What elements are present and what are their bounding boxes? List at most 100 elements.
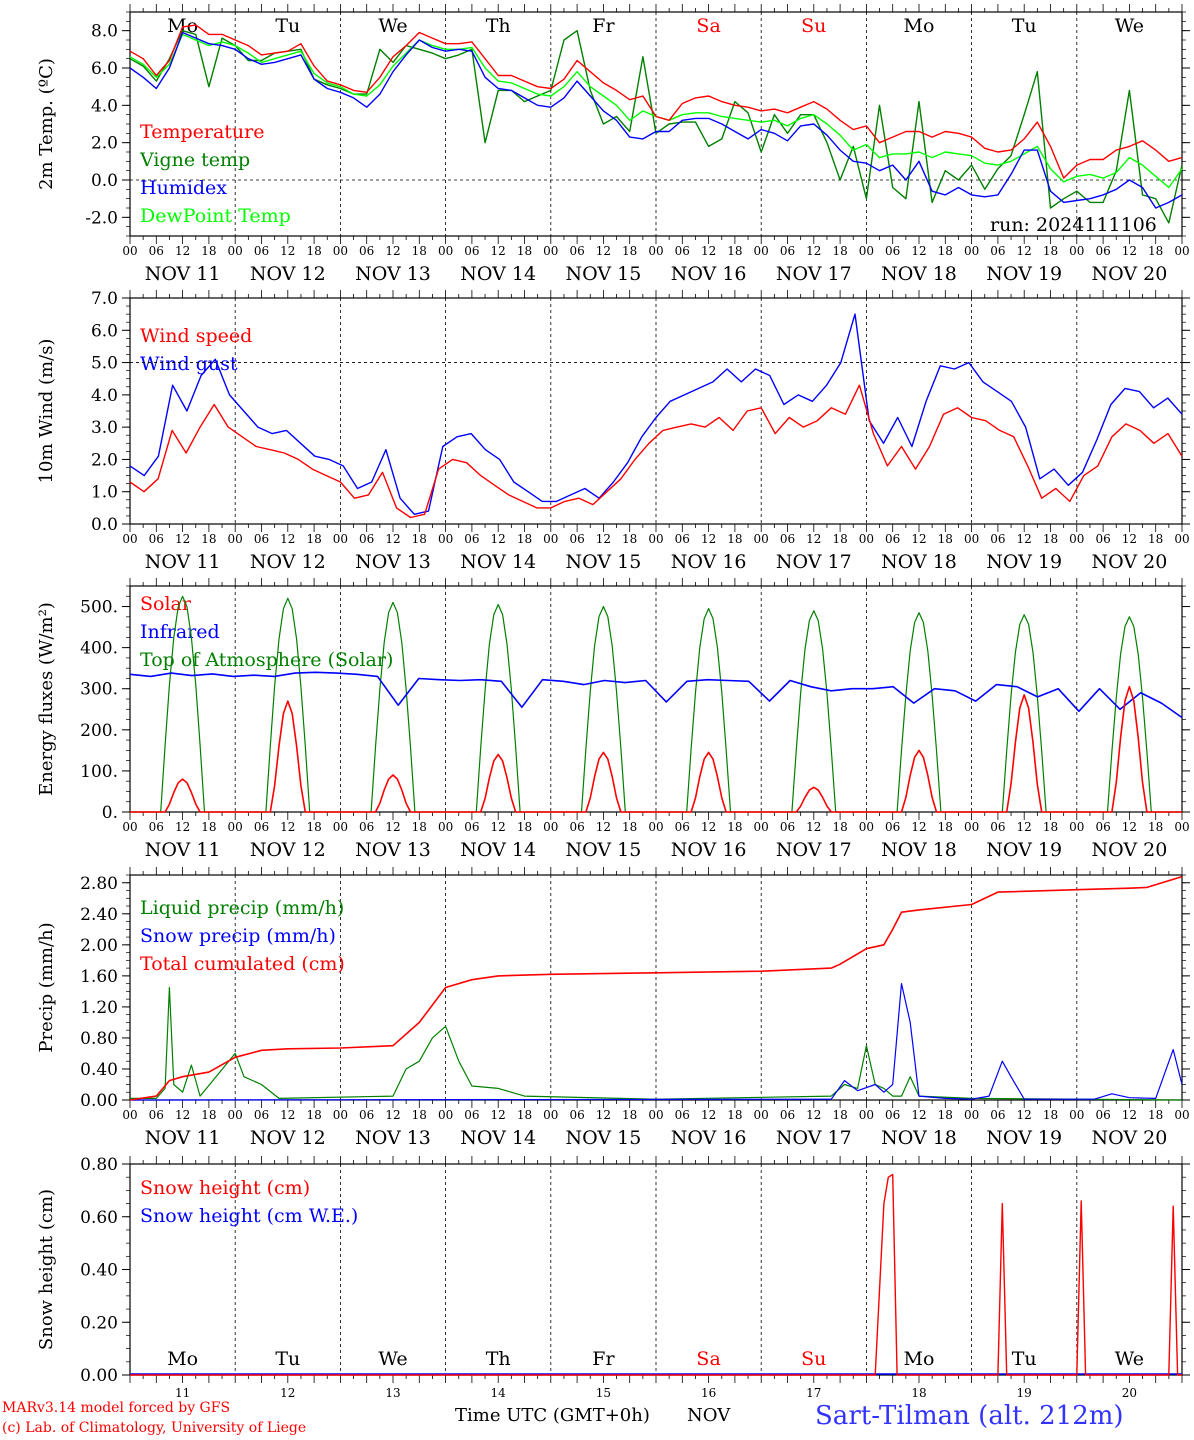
hour-tick-label: 18	[517, 532, 532, 546]
y-tick-label: 5.0	[91, 354, 118, 374]
hour-tick-label: 12	[1017, 1108, 1032, 1122]
hour-tick-label: 00	[1069, 820, 1084, 834]
y-tick-label: 1.60	[80, 967, 118, 987]
y-tick-label: 2.40	[80, 905, 118, 925]
series-temperature	[129, 24, 1183, 179]
hour-tick-label: 12	[1017, 820, 1032, 834]
hour-tick-label: 06	[149, 820, 164, 834]
date-label: NOV 17	[776, 551, 852, 573]
hour-tick-label: 12	[175, 820, 190, 834]
hour-tick-label: 18	[1148, 1108, 1163, 1122]
date-label: NOV 16	[671, 551, 747, 573]
hour-tick-label: 06	[990, 1108, 1005, 1122]
hour-tick-label: 06	[885, 244, 900, 258]
hour-tick-label: 00	[859, 1108, 874, 1122]
weekday-label: We	[378, 1348, 407, 1370]
date-label: NOV 12	[250, 1127, 326, 1149]
date-label: NOV 17	[776, 263, 852, 285]
hour-tick-label: 06	[464, 1108, 479, 1122]
hour-tick-label: 00	[333, 820, 348, 834]
y-tick-label: 0.20	[80, 1313, 118, 1333]
y-tick-label: 0.	[102, 803, 118, 823]
hour-tick-label: 00	[964, 820, 979, 834]
y-tick-label: 0.40	[80, 1060, 118, 1080]
hour-tick-label: 00	[122, 532, 137, 546]
y-tick-label: 3.0	[91, 418, 118, 438]
legend-entry: Temperature	[140, 121, 264, 143]
series-solar	[130, 685, 1182, 813]
date-label: NOV 14	[460, 551, 536, 573]
y-tick-label: 6.0	[91, 59, 118, 79]
weekday-label: Tu	[275, 15, 300, 37]
hour-tick-label: 00	[543, 820, 558, 834]
hour-tick-label: 18	[1148, 244, 1163, 258]
hour-tick-label: 12	[280, 532, 295, 546]
hour-tick-label: 00	[228, 1108, 243, 1122]
legend-entry: Vigne temp	[139, 149, 250, 171]
day-number-label: 17	[806, 1386, 821, 1400]
hour-tick-label: 18	[938, 1108, 953, 1122]
date-label: NOV 11	[145, 1127, 221, 1149]
day-number-label: 12	[280, 1386, 295, 1400]
hour-tick-label: 12	[491, 244, 506, 258]
hour-tick-label: 06	[254, 244, 269, 258]
hour-tick-label: 12	[911, 1108, 926, 1122]
hour-tick-label: 12	[701, 820, 716, 834]
hour-tick-label: 06	[569, 244, 584, 258]
day-number-label: 14	[491, 1386, 507, 1400]
legend-entry: Snow height (cm)	[140, 1177, 310, 1199]
hour-tick-label: 12	[385, 1108, 400, 1122]
series-infrared	[129, 671, 1183, 719]
hour-tick-label: 00	[964, 244, 979, 258]
weekday-label: Su	[801, 1348, 826, 1370]
weekday-label: Mo	[904, 15, 935, 37]
day-number-label: 18	[911, 1386, 926, 1400]
series-liquid-precip	[130, 986, 1183, 1101]
y-axis-label: Energy fluxes (W/m²)	[36, 602, 57, 796]
y-tick-label: 400.	[80, 639, 118, 659]
day-number-label: 15	[596, 1386, 611, 1400]
hour-tick-label: 00	[859, 532, 874, 546]
hour-tick-label: 00	[1069, 532, 1084, 546]
y-tick-label: 100.	[80, 762, 118, 782]
hour-tick-label: 06	[990, 532, 1005, 546]
hour-tick-label: 00	[1069, 1108, 1084, 1122]
hour-tick-label: 12	[596, 532, 611, 546]
y-tick-label: 0.00	[80, 1091, 118, 1111]
y-tick-label: 2.0	[91, 134, 118, 154]
panel-2: 0.0 1.0 2.0 3.0 4.0 5.0 6.0 7.0 10m Wind (m/s) 00…	[36, 289, 1190, 573]
hour-tick-label: 18	[1043, 244, 1058, 258]
hour-tick-label: 00	[438, 244, 453, 258]
hour-tick-label: 06	[885, 820, 900, 834]
hour-tick-label: 12	[491, 820, 506, 834]
date-label: NOV 15	[565, 551, 641, 573]
hour-tick-label: 18	[306, 244, 321, 258]
weekday-label: Fr	[592, 15, 615, 37]
legend-entry: Solar	[140, 593, 192, 615]
hour-tick-label: 12	[911, 244, 926, 258]
y-axis-label: Snow height (cm)	[36, 1189, 57, 1350]
y-axis-label: 10m Wind (m/s)	[36, 339, 57, 484]
date-label: NOV 15	[565, 1127, 641, 1149]
hour-tick-label: 06	[1095, 244, 1110, 258]
weekday-label: Fr	[592, 1348, 615, 1370]
hour-tick-label: 18	[412, 1108, 427, 1122]
hour-tick-label: 12	[596, 820, 611, 834]
hour-tick-label: 06	[254, 1108, 269, 1122]
legend-entry: DewPoint Temp	[140, 205, 291, 227]
hour-tick-label: 06	[1095, 532, 1110, 546]
y-tick-label: 0.80	[80, 1155, 118, 1175]
hour-tick-label: 00	[438, 1108, 453, 1122]
date-label: NOV 13	[355, 263, 431, 285]
hour-tick-label: 18	[1148, 532, 1163, 546]
hour-tick-label: 18	[832, 244, 847, 258]
y-tick-label: 2.00	[80, 936, 118, 956]
hour-tick-label: 12	[596, 244, 611, 258]
panel-5: 0.00 0.20 0.40 0.60 0.80 Snow height (cm) Snow…	[36, 1155, 1190, 1386]
weekday-label: Mo	[167, 15, 198, 37]
model-credit: MARv3.14 model forced by GFS	[2, 1400, 231, 1416]
panel-1: -2.0 0.0 2.0 4.0 6.0 8.0 2m Temp. (ºC) 00 06 12 18…	[36, 4, 1190, 285]
hour-tick-label: 18	[412, 532, 427, 546]
day-number-label: 13	[385, 1386, 400, 1400]
y-tick-label: 0.80	[80, 1029, 118, 1049]
